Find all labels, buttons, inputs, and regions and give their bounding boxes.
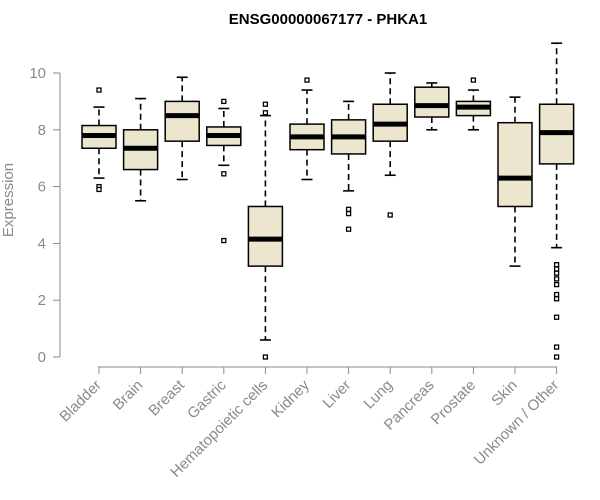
box-group xyxy=(497,96,533,267)
box-group xyxy=(164,76,200,181)
y-tick-label: 0 xyxy=(38,349,46,366)
box-group xyxy=(455,77,492,131)
x-tick-label: Prostate xyxy=(428,377,480,429)
box-group xyxy=(414,82,450,131)
outlier-point xyxy=(262,110,269,116)
x-tick-label: Liver xyxy=(319,377,354,412)
y-tick-label: 2 xyxy=(38,292,46,309)
outlier-point xyxy=(553,291,560,298)
box-iqr xyxy=(164,100,200,142)
box-series xyxy=(81,42,575,360)
box-iqr xyxy=(414,86,450,118)
outlier-point xyxy=(553,276,560,282)
outlier-point xyxy=(345,206,352,212)
x-tick-label: Lung xyxy=(360,377,396,413)
box-group xyxy=(289,77,325,181)
x-tick-label: Skin xyxy=(488,377,521,410)
x-tick-label: Bladder xyxy=(56,377,105,426)
outlier-point xyxy=(221,98,227,105)
y-axis-label: Expression xyxy=(0,163,17,237)
y-tick-label: 6 xyxy=(38,179,46,196)
box-group xyxy=(538,42,575,360)
box-group xyxy=(81,87,117,193)
outlier-point xyxy=(96,186,102,193)
box-group xyxy=(330,100,367,232)
outlier-point xyxy=(221,237,227,244)
outlier-point xyxy=(262,354,269,360)
outlier-point xyxy=(553,270,560,276)
outlier-point xyxy=(553,266,560,272)
y-tick-label: 8 xyxy=(38,122,46,139)
outlier-point xyxy=(262,101,269,107)
outlier-point xyxy=(553,314,560,320)
outlier-point xyxy=(553,296,560,302)
outlier-point xyxy=(553,262,560,268)
outlier-point xyxy=(345,210,352,217)
y-axis-ticks: 0 2 4 6 8 10 xyxy=(29,65,60,366)
box-group xyxy=(372,72,408,218)
x-tick-label: Breast xyxy=(145,376,188,419)
y-tick-label: 4 xyxy=(38,235,46,252)
outlier-point xyxy=(553,281,560,288)
outlier-point xyxy=(470,77,477,83)
outlier-point xyxy=(221,171,227,177)
outlier-point xyxy=(387,212,393,218)
box-iqr xyxy=(247,205,284,267)
x-tick-label: Kidney xyxy=(268,376,313,421)
outlier-point xyxy=(553,354,560,360)
box-group xyxy=(247,101,284,360)
outlier-point xyxy=(304,77,310,83)
box-group xyxy=(122,97,159,202)
y-tick-label: 10 xyxy=(29,65,46,82)
box-group xyxy=(206,98,242,244)
outlier-point xyxy=(345,226,352,232)
outlier-point xyxy=(553,344,560,350)
chart-title: ENSG00000067177 - PHKA1 xyxy=(229,11,427,28)
x-tick-label: Brain xyxy=(110,377,147,414)
box-iqr xyxy=(497,121,533,208)
outlier-point xyxy=(96,87,102,93)
